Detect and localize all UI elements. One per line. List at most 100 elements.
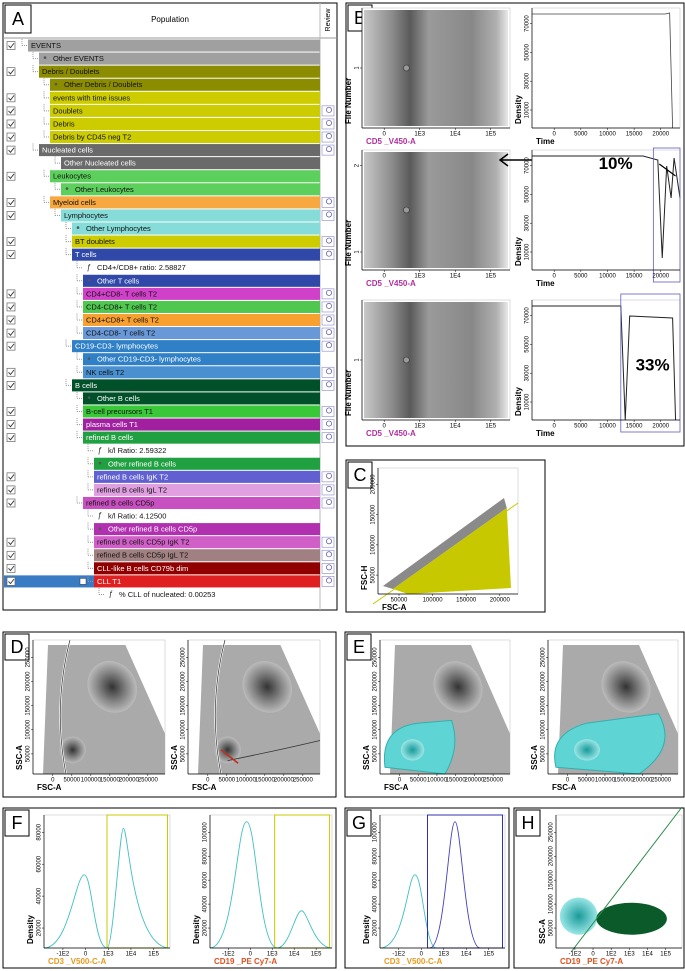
population-label: % CLL of nucleated: 0.00253	[119, 590, 215, 599]
density-curve	[532, 155, 681, 259]
row-marker: •	[98, 524, 102, 535]
population-label: NK cells T2	[86, 368, 124, 377]
population-label: Leukocytes	[53, 172, 91, 181]
checkmark	[8, 304, 15, 310]
review-button	[321, 210, 335, 221]
population-label: B-cell precursors T1	[86, 407, 153, 416]
checkmark	[8, 239, 15, 245]
y-tick-label: 60000	[203, 871, 209, 888]
plot-area	[531, 299, 681, 421]
population-label: Debris by CD45 neg T2	[53, 133, 131, 142]
y-tick-label: 100000	[371, 534, 377, 555]
population-label: BT doublets	[75, 237, 115, 246]
y-tick-label: 70000	[525, 157, 531, 174]
y-tick-label: 50000	[525, 43, 531, 60]
population-bar	[83, 287, 320, 300]
panel-letter-box	[346, 633, 372, 661]
gate-curve	[227, 740, 321, 761]
checkbox	[6, 420, 16, 429]
population-label: k/l Ratio: 2.59322	[108, 446, 166, 455]
population-label: Other CD19-CD3- lymphocytes	[97, 355, 201, 364]
review-icon	[325, 551, 332, 558]
x-tick-label: 150000	[456, 598, 477, 604]
population-label: Other T cells	[97, 276, 139, 285]
y-axis-label: Density	[514, 95, 523, 124]
gate-line	[570, 806, 683, 953]
y-tick-label: 100000	[549, 893, 555, 914]
density-curve	[532, 305, 677, 421]
review-button	[321, 288, 335, 300]
review-icon	[325, 420, 332, 427]
review-button	[321, 340, 335, 352]
histogram-curve	[43, 827, 171, 949]
checkmark	[8, 435, 15, 441]
x-tick-label: 1E4	[450, 132, 461, 138]
row-marker: ƒ	[87, 263, 91, 272]
review-icon	[325, 237, 332, 244]
checkmark	[8, 212, 15, 219]
checkbox	[6, 119, 16, 129]
x-tick-label: -1E2	[57, 952, 70, 958]
population-bar	[94, 483, 320, 496]
x-tick-label: 200000	[490, 598, 511, 604]
y-tick-label: 20000	[373, 919, 379, 936]
checkbox	[6, 211, 16, 220]
row-marker: •	[65, 184, 69, 195]
checkbox	[6, 302, 16, 312]
y-tick-label: 100000	[203, 822, 209, 843]
checkbox	[6, 537, 16, 547]
population-bar	[61, 183, 320, 196]
checkmark	[8, 552, 15, 559]
gate-line	[372, 502, 519, 605]
population-label: refined B cells CD5p IgL T2	[97, 551, 188, 560]
population-bar	[94, 470, 320, 483]
x-tick-label: 10000	[599, 274, 616, 280]
annotation: 33%	[636, 355, 670, 374]
checkmark	[8, 317, 15, 323]
population-label: refined B cells IgL T2	[97, 485, 167, 494]
y-axis-label: Density	[514, 237, 523, 266]
x-tick-label: 0	[206, 778, 210, 784]
histogram-curve	[429, 821, 481, 949]
x-tick-label: 1E5	[311, 952, 322, 958]
checkmark	[8, 291, 15, 297]
x-tick-label: 0	[553, 132, 557, 138]
checkbox	[6, 41, 16, 50]
review-icon	[325, 381, 332, 388]
y-tick-label: 70000	[525, 15, 531, 32]
plot-area	[531, 149, 681, 271]
y-tick-label: 40000	[203, 895, 209, 912]
y-tick-label: 10000	[525, 101, 531, 118]
checkmark	[8, 421, 15, 428]
population-label: Other Leukocytes	[75, 185, 134, 194]
gated-region	[393, 508, 511, 594]
population-label: Debris / Doublets	[42, 67, 100, 76]
x-axis-label: CD3 _V500-C-A	[48, 957, 106, 966]
y-tick-label: 150000	[181, 695, 187, 716]
population-bar	[50, 170, 320, 183]
population-bar	[83, 274, 320, 287]
population-bar	[83, 313, 320, 327]
row-marker: •	[76, 223, 80, 234]
arrow	[658, 163, 676, 177]
y-tick-label: 100000	[373, 719, 379, 740]
population-bar	[50, 78, 320, 91]
review-icon	[325, 289, 332, 296]
x-tick-label: 50000	[63, 778, 80, 784]
y-tick-label: 70000	[525, 307, 531, 324]
panel-letter: A	[12, 9, 24, 29]
population-label: Debris	[53, 119, 75, 128]
checkmark	[8, 69, 15, 75]
x-tick-label: 0	[591, 952, 595, 958]
population-label: plasma cells T1	[86, 420, 138, 429]
population-label: CD4+/CD8+ ratio: 2.58827	[97, 263, 186, 272]
population-bar	[72, 235, 320, 248]
checkbox	[6, 472, 16, 482]
population-bar	[72, 222, 320, 235]
population-label: Lymphocytes	[64, 211, 108, 220]
y-tick-label: 150000	[549, 870, 555, 891]
row-marker: •	[87, 275, 91, 286]
row-marker: ƒ	[98, 511, 102, 520]
y-tick-label: 100000	[26, 719, 32, 740]
x-axis-label: FSC-A	[382, 603, 407, 612]
